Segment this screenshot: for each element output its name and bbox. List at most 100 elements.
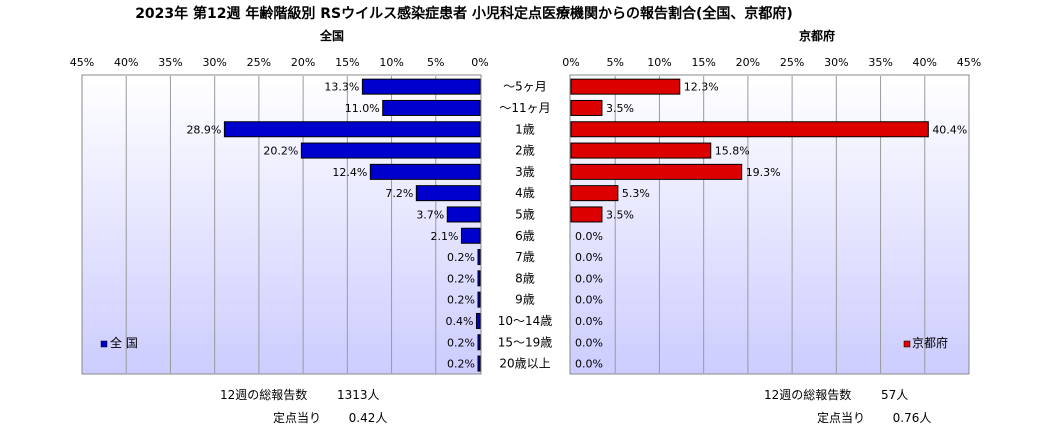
data-label-kyoto: 0.0%: [575, 336, 603, 349]
category-label: 20歳以上: [499, 357, 550, 371]
bar-national: [223, 121, 481, 138]
tick-label-left: 45%: [70, 56, 94, 69]
bar-kyoto: [570, 163, 743, 180]
data-label-national: 0.2%: [447, 294, 475, 307]
tick-label-right: 20%: [736, 56, 760, 69]
data-label-national: 3.7%: [416, 208, 444, 221]
data-label-kyoto: 3.5%: [606, 208, 634, 221]
bar-national: [415, 185, 481, 202]
category-label: 5歳: [515, 207, 535, 221]
data-label-kyoto: 0.0%: [575, 358, 603, 371]
right-panel-title: 京都府: [799, 28, 835, 43]
data-label-national: 0.4%: [446, 315, 474, 328]
tick-label-left: 20%: [291, 56, 315, 69]
tick-label-right: 10%: [647, 56, 671, 69]
bar-national: [300, 142, 481, 159]
national-total-value: 1313人: [336, 388, 380, 402]
data-label-national: 0.2%: [447, 272, 475, 285]
chart-title: 2023年 第12週 年齢階級別 RSウイルス感染症患者 小児科定点医療機関から…: [135, 5, 793, 22]
kyoto-total-row: 12週の総報告数 57人: [764, 386, 908, 403]
bar-national: [477, 334, 481, 351]
data-label-national: 28.9%: [186, 123, 221, 136]
bar-national: [382, 99, 481, 116]
data-label-kyoto: 12.3%: [684, 81, 719, 94]
category-label: ～11ヶ月: [499, 101, 550, 115]
tick-label-right: 15%: [691, 56, 715, 69]
data-label-kyoto: 0.0%: [575, 251, 603, 264]
tick-label-right: 35%: [868, 56, 892, 69]
bar-national: [369, 163, 481, 180]
national-total-label: 12週の総報告数: [220, 388, 308, 402]
tick-label-left: 5%: [427, 56, 444, 69]
data-label-national: 11.0%: [345, 102, 380, 115]
data-label-kyoto: 3.5%: [606, 102, 634, 115]
data-label-kyoto: 0.0%: [575, 230, 603, 243]
tick-label-left: 10%: [379, 56, 403, 69]
kyoto-total-label: 12週の総報告数: [764, 388, 852, 402]
data-label-kyoto: 0.0%: [575, 272, 603, 285]
category-label: 8歳: [515, 271, 535, 285]
data-label-kyoto: 5.3%: [622, 187, 650, 200]
data-label-national: 13.3%: [324, 81, 359, 94]
legend-swatch-national: [100, 340, 108, 348]
data-label-kyoto: 0.0%: [575, 315, 603, 328]
tick-label-right: 40%: [913, 56, 937, 69]
data-label-national: 12.4%: [332, 166, 367, 179]
tick-label-right: 25%: [780, 56, 804, 69]
left-panel-title: 全国: [319, 28, 344, 43]
bar-national: [361, 78, 481, 95]
kyoto-per-row: 定点当り 0.76人: [817, 409, 931, 426]
data-label-national: 0.2%: [447, 336, 475, 349]
tick-label-right: 5%: [606, 56, 623, 69]
bar-national: [460, 227, 481, 244]
category-label: ～5ヶ月: [503, 80, 547, 94]
bar-national: [477, 291, 481, 308]
left-plot-area: [81, 74, 482, 375]
kyoto-per-value: 0.76人: [892, 411, 932, 425]
tick-label-right: 30%: [824, 56, 848, 69]
tick-label-right: 0%: [562, 56, 579, 69]
tick-label-left: 30%: [202, 56, 226, 69]
category-label: 4歳: [515, 186, 535, 200]
data-label-national: 7.2%: [385, 187, 413, 200]
data-label-national: 2.1%: [430, 230, 458, 243]
category-label: 9歳: [515, 293, 535, 307]
bar-national: [446, 206, 481, 223]
bar-kyoto: [570, 142, 712, 159]
category-label: 1歳: [515, 122, 535, 136]
legend-label-national: 全 国: [110, 335, 138, 350]
data-label-national: 20.2%: [263, 145, 298, 158]
category-label: 3歳: [515, 165, 535, 179]
data-label-national: 0.2%: [447, 358, 475, 371]
bar-national: [477, 249, 481, 266]
data-label-kyoto: 40.4%: [932, 123, 967, 136]
bar-national: [477, 355, 481, 372]
tick-label-left: 40%: [114, 56, 138, 69]
category-label: 10～14歳: [498, 314, 553, 328]
bar-kyoto: [570, 185, 619, 202]
tick-label-left: 15%: [335, 56, 359, 69]
bar-kyoto: [570, 78, 681, 95]
kyoto-per-label: 定点当り: [817, 411, 866, 425]
category-label: 6歳: [515, 229, 535, 243]
data-label-kyoto: 0.0%: [575, 294, 603, 307]
category-label: 7歳: [515, 250, 535, 264]
bar-kyoto: [570, 206, 603, 223]
tick-label-left: 25%: [247, 56, 271, 69]
bar-national: [477, 270, 481, 287]
bar-national: [475, 312, 481, 329]
data-label-kyoto: 15.8%: [715, 145, 750, 158]
tick-label-left: 35%: [158, 56, 182, 69]
category-label: 2歳: [515, 144, 535, 158]
right-plot-area: [569, 74, 970, 375]
national-total-row: 12週の総報告数 1313人: [220, 386, 379, 403]
category-label: 15～19歳: [498, 335, 553, 349]
national-per-label: 定点当り: [273, 411, 322, 425]
legend-label-kyoto: 京都府: [912, 335, 948, 350]
bar-kyoto: [570, 99, 603, 116]
legend-swatch-kyoto: [903, 340, 911, 348]
data-label-national: 0.2%: [447, 251, 475, 264]
national-per-value: 0.42人: [348, 411, 388, 425]
